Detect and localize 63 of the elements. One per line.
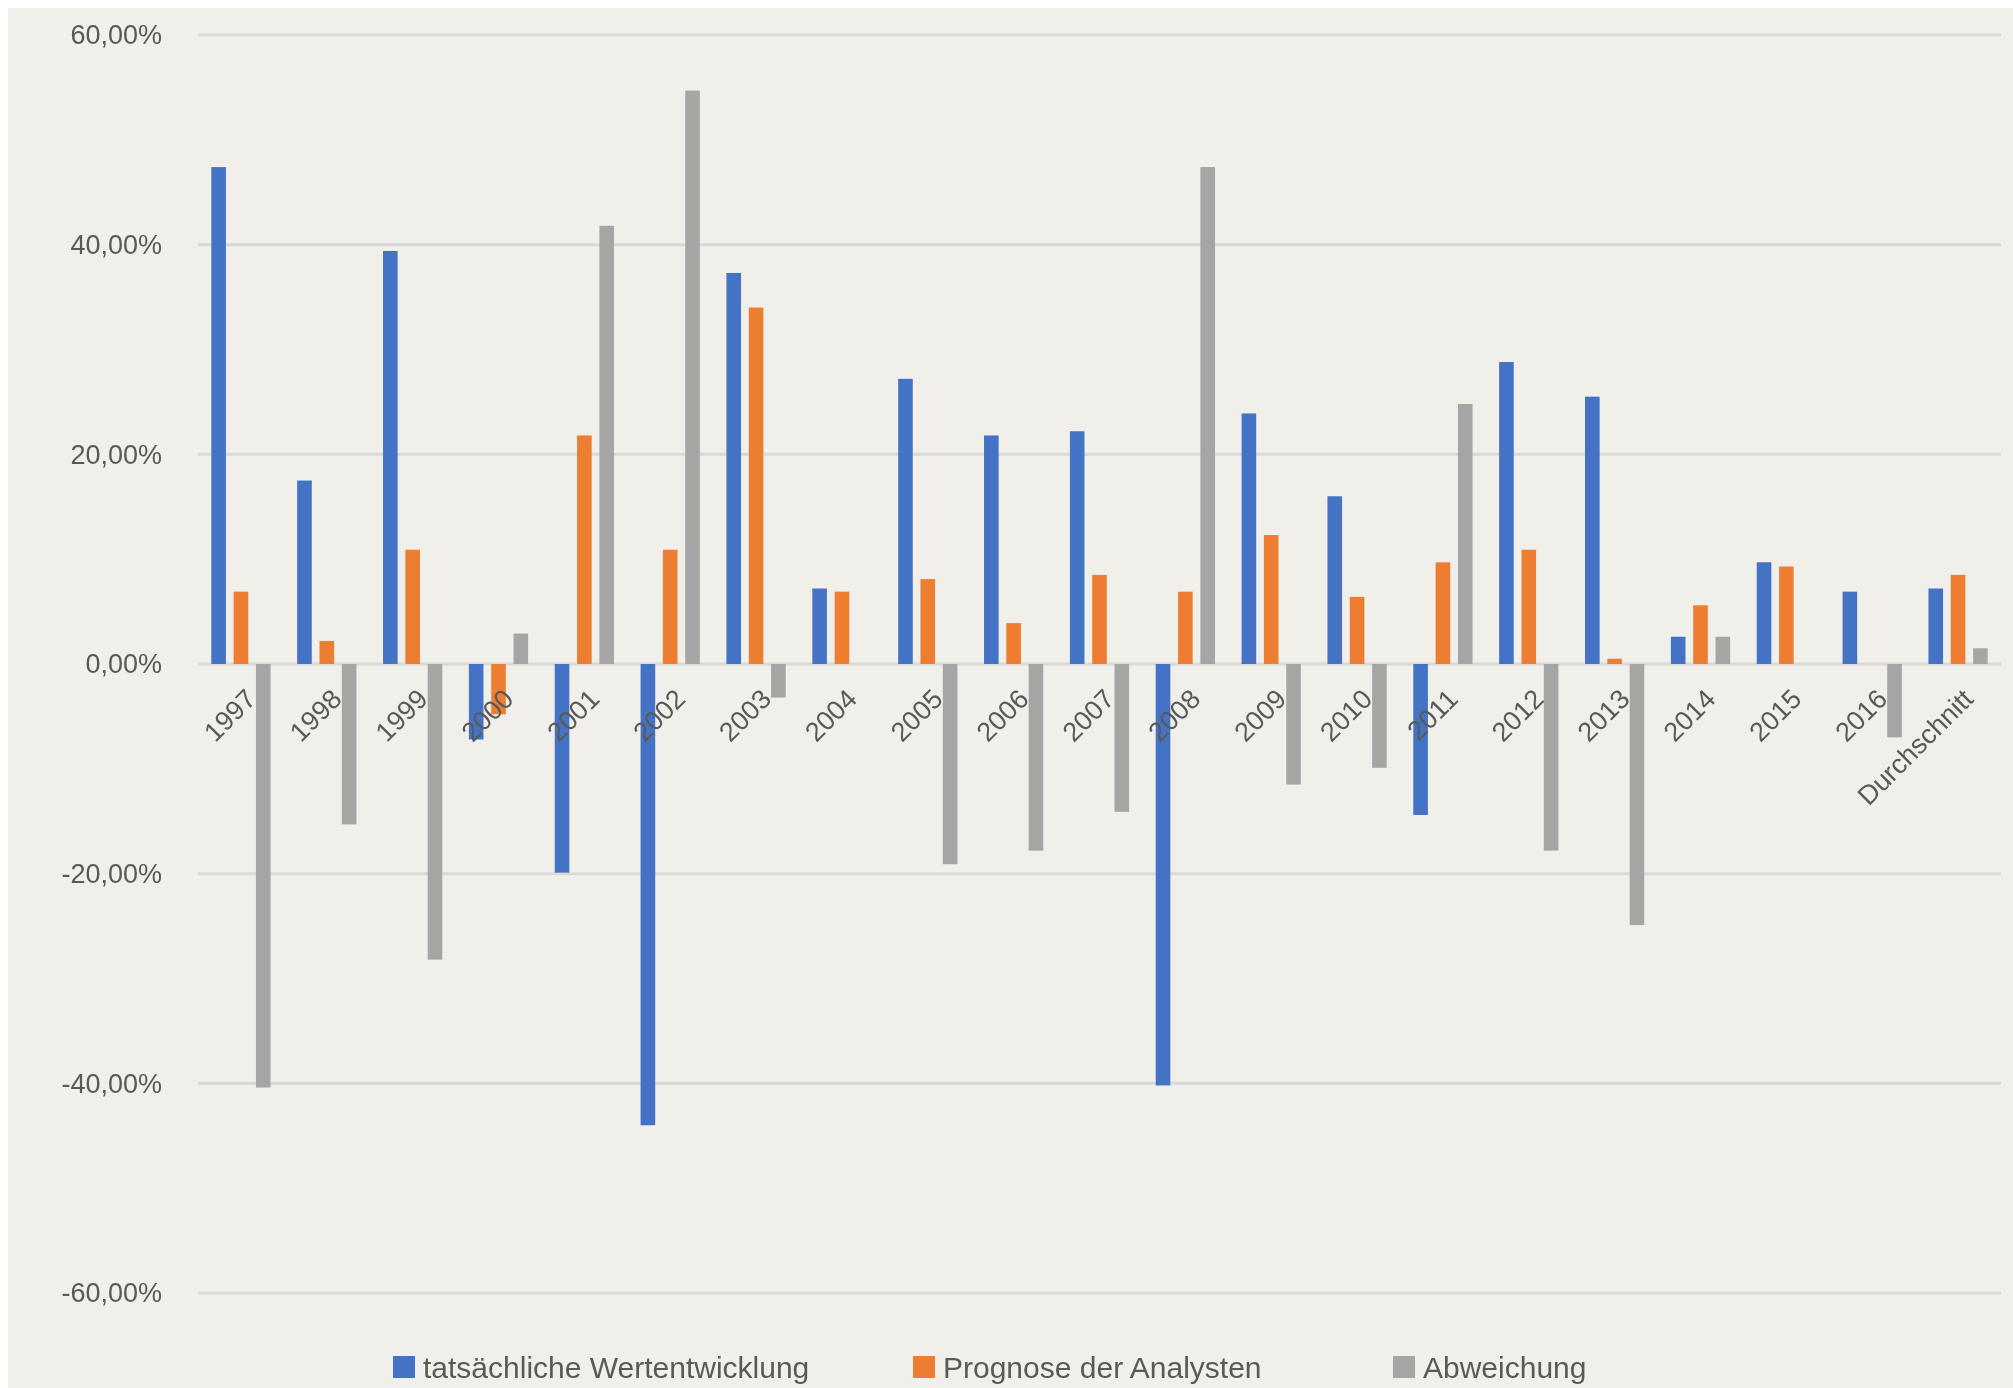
bar xyxy=(1607,658,1622,664)
bar xyxy=(233,591,249,664)
bar xyxy=(1263,535,1279,664)
bar xyxy=(319,640,335,664)
bar xyxy=(1842,591,1858,664)
bar xyxy=(1670,636,1686,664)
bar xyxy=(662,549,678,664)
bar xyxy=(599,225,614,664)
bar xyxy=(1457,404,1473,664)
bar xyxy=(1006,623,1021,664)
bar xyxy=(1178,591,1193,664)
bar xyxy=(1200,167,1215,664)
bar xyxy=(577,435,592,664)
bar xyxy=(297,480,312,664)
legend-label: Prognose der Analysten xyxy=(943,1350,1262,1384)
y-tick-label: 40,00% xyxy=(70,230,162,261)
bar xyxy=(1499,362,1514,664)
bar xyxy=(1327,496,1343,664)
bar xyxy=(1028,664,1044,851)
bar xyxy=(1435,562,1451,664)
bar xyxy=(834,591,850,664)
bar xyxy=(1114,664,1130,812)
y-tick-label: 60,00% xyxy=(70,20,162,51)
bar xyxy=(920,579,936,664)
bar xyxy=(1349,596,1365,664)
bar xyxy=(1521,549,1537,664)
legend-label: Abweichung xyxy=(1423,1350,1587,1384)
bar xyxy=(341,664,357,825)
bar xyxy=(771,664,786,698)
bar xyxy=(427,664,443,960)
bar xyxy=(405,549,420,664)
bar xyxy=(1973,648,1988,664)
bar xyxy=(898,378,913,664)
bar xyxy=(255,664,271,1088)
legend-label: tatsächliche Wertentwicklung xyxy=(423,1350,810,1384)
bar xyxy=(513,633,529,664)
y-tick-label: 20,00% xyxy=(70,439,162,470)
bar xyxy=(1069,431,1085,664)
bar xyxy=(1543,664,1559,851)
bar xyxy=(984,435,999,664)
y-tick-label: -20,00% xyxy=(61,859,162,890)
bar xyxy=(685,90,700,664)
bar xyxy=(1092,574,1107,664)
bar xyxy=(812,588,827,664)
y-tick-label: -60,00% xyxy=(61,1278,162,1309)
bar xyxy=(748,307,764,664)
bar xyxy=(726,272,742,664)
bar xyxy=(1585,396,1600,664)
bar xyxy=(1779,566,1794,664)
bar xyxy=(1715,636,1731,664)
bar xyxy=(1756,562,1772,664)
bar xyxy=(1286,664,1301,785)
bar xyxy=(1928,588,1944,664)
bar xyxy=(942,664,958,865)
y-tick-label: -40,00% xyxy=(61,1068,162,1099)
bar xyxy=(1693,605,1708,664)
bar xyxy=(1629,664,1645,926)
bar xyxy=(1950,574,1966,664)
bar xyxy=(211,167,226,664)
bar xyxy=(1241,413,1257,664)
y-tick-label: 0,00% xyxy=(85,649,162,680)
bar xyxy=(1372,664,1387,768)
bar xyxy=(383,250,398,664)
